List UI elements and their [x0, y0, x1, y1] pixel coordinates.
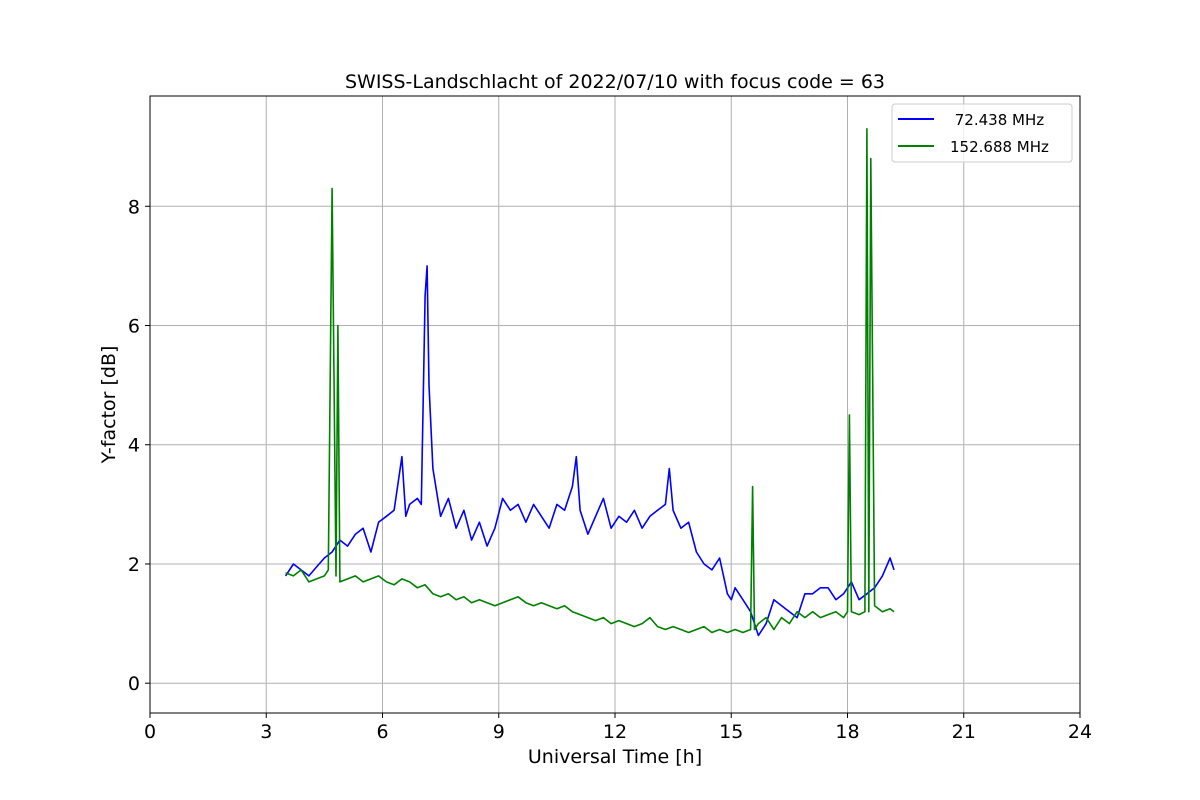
x-tick-label: 15 — [719, 721, 743, 743]
x-tick-label: 18 — [835, 721, 859, 743]
x-tick-label: 24 — [1068, 721, 1092, 743]
x-tick-label: 12 — [603, 721, 627, 743]
x-tick-label: 21 — [952, 721, 976, 743]
series-line-0 — [284, 265, 895, 637]
x-tick-label: 0 — [144, 721, 156, 743]
y-tick-label: 4 — [128, 435, 140, 457]
y-tick-label: 2 — [128, 554, 140, 576]
legend-label-72mhz: 72.438 MHz — [950, 111, 1044, 129]
grid — [149, 96, 1081, 713]
series-line-1 — [285, 128, 895, 634]
x-tick-label: 3 — [260, 721, 272, 743]
legend-box — [891, 103, 1073, 163]
x-tick-label: 9 — [493, 721, 505, 743]
y-axis-label: Y-factor [dB] — [98, 346, 120, 465]
y-tick-label: 0 — [128, 673, 140, 695]
x-axis-label: Universal Time [h] — [528, 746, 702, 768]
legend: 72.438 MHz 152.688 MHz — [891, 103, 1073, 163]
y-tick-label: 8 — [128, 196, 140, 218]
y-tick-label: 6 — [128, 316, 140, 338]
chart-title: SWISS-Landschlacht of 2022/07/10 with fo… — [345, 71, 885, 93]
legend-label-152mhz: 152.688 MHz — [950, 138, 1049, 156]
plot-area-series — [284, 128, 895, 637]
x-tick-label: 6 — [376, 721, 388, 743]
